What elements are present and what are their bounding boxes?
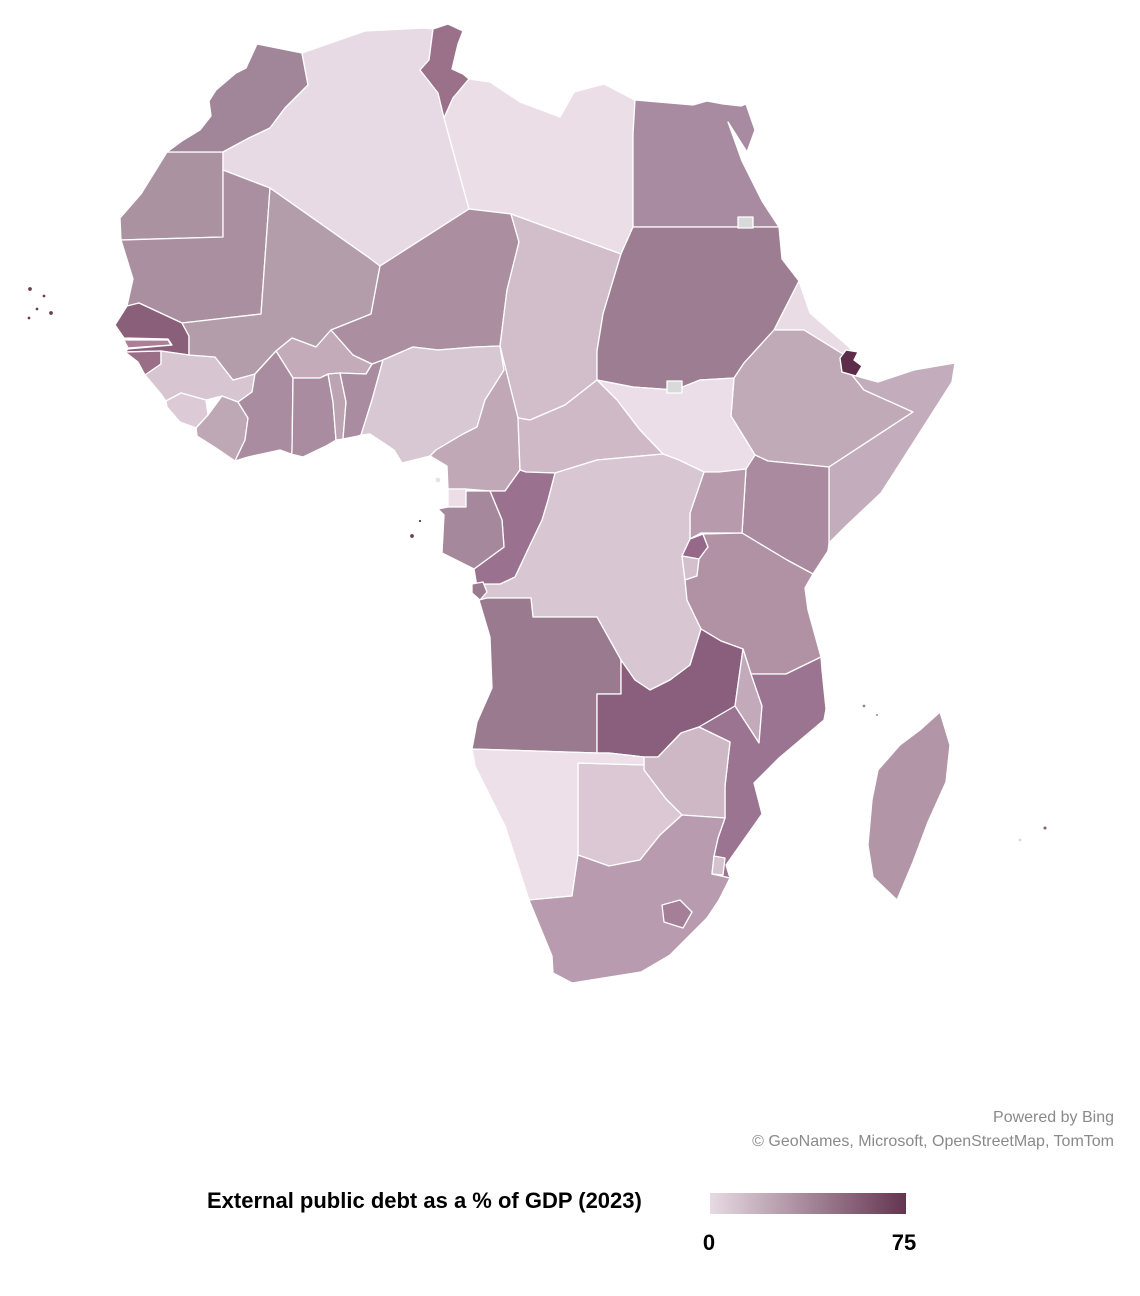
island-comoros	[874, 712, 880, 718]
island-cape-verde	[34, 306, 40, 312]
country-madagascar: Madagascar: 27	[867, 711, 951, 901]
island-cape-verde	[26, 315, 32, 321]
island-sao-tome-principe	[408, 532, 416, 540]
country-gambia: The Gambia: 35	[123, 339, 172, 349]
country-lesotho: Lesotho: 36	[661, 899, 693, 929]
island-comoros	[861, 703, 867, 709]
disputed-halaib-triangle	[737, 216, 754, 229]
country-eq-guinea: Equatorial Guinea: 4	[447, 488, 467, 508]
country-namibia: Namibia: 3	[471, 748, 645, 901]
powered-by-bing-label: Powered by Bing	[993, 1109, 1114, 1126]
country-cabinda: Angola: 38	[471, 581, 488, 601]
country-egypt: Egypt: 32	[632, 99, 780, 228]
disputed-abyei	[666, 380, 683, 394]
chart-title: External public debt as a % of GDP (2023…	[207, 1188, 642, 1213]
island-eq-guinea	[434, 476, 442, 484]
country-ghana: Ghana: 32	[290, 373, 337, 458]
country-gabon: Gabon: 34	[437, 490, 505, 570]
country-djibouti: Djibouti: 72	[839, 349, 863, 377]
map-data-credits: © GeoNames, Microsoft, OpenStreetMap, To…	[752, 1133, 1114, 1150]
island-cape-verde	[41, 293, 47, 299]
legend-gradient-bar	[710, 1193, 906, 1214]
reunion-no-data	[1017, 837, 1023, 843]
legend-max-label: 75	[891, 1230, 917, 1255]
island-sao-tome-principe	[417, 518, 423, 524]
island-cape-verde	[26, 285, 34, 293]
map-attribution: Powered by Bing © GeoNames, Microsoft, O…	[752, 1106, 1114, 1154]
country-eswatini: Eswatini: 12	[711, 855, 726, 876]
country-western-sahara: Western Sahara: 29	[119, 151, 224, 241]
legend-min-label: 0	[702, 1230, 716, 1255]
island-cape-verde	[47, 309, 55, 317]
island-mauritius	[1042, 825, 1048, 831]
country-somalia: Somalia: 18	[828, 362, 956, 544]
